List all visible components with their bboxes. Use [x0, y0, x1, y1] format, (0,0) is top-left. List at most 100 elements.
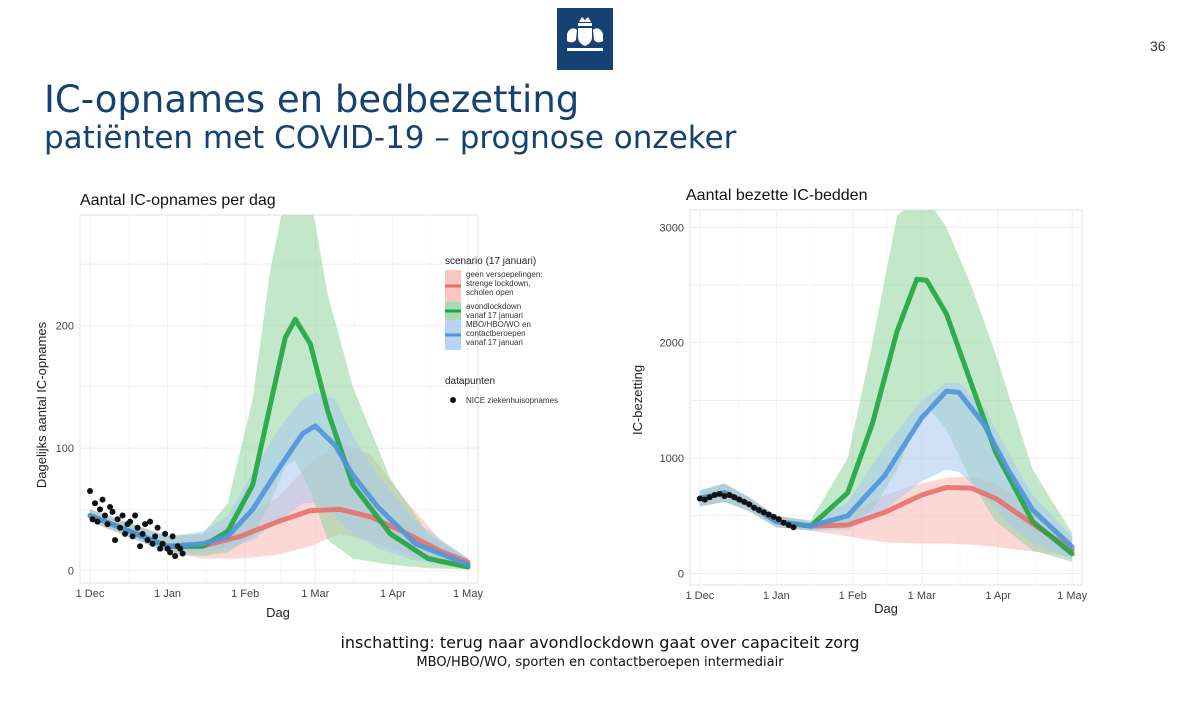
- legend-datapunten-title: datapunten: [445, 376, 495, 387]
- y-tick-label: 2000: [660, 338, 684, 350]
- chart-title: Aantal bezette IC-bedden: [686, 187, 867, 204]
- x-tick-label: 1 Mar: [908, 590, 936, 602]
- observed-point: [169, 533, 176, 540]
- observed-point: [139, 530, 146, 537]
- observed-point: [741, 498, 748, 505]
- observed-point: [790, 524, 797, 531]
- observed-point: [179, 550, 186, 557]
- observed-point: [104, 521, 111, 528]
- ic-admissions-chart: Aantal IC-opnames per dag Dagelijks aant…: [34, 192, 483, 620]
- observed-point: [711, 492, 718, 498]
- plot-layer: [87, 215, 471, 570]
- observed-point: [162, 530, 169, 537]
- observed-point: [785, 522, 792, 528]
- observed-point: [109, 508, 116, 515]
- observed-point: [760, 509, 767, 516]
- y-tick-label: 100: [56, 443, 74, 455]
- observed-point: [154, 524, 161, 531]
- x-tick-label: 1 Apr: [380, 588, 406, 600]
- observed-point: [696, 495, 703, 502]
- observed-point: [89, 516, 96, 523]
- legend-label: avondlockdown: [466, 302, 521, 311]
- observed-point: [142, 521, 149, 528]
- observed-point: [770, 513, 777, 520]
- observed-point: [157, 545, 164, 552]
- x-tick-label: 1 Dec: [76, 588, 105, 600]
- observed-point: [94, 518, 101, 525]
- x-tick-label: 1 Feb: [839, 590, 867, 602]
- legend-label: geen versoepelingen:: [466, 270, 543, 279]
- observed-point: [122, 530, 129, 537]
- legend-observed-label: NICE ziekenhuisopnames: [466, 396, 558, 405]
- plot-layer: [696, 210, 1075, 562]
- observed-point: [99, 496, 106, 503]
- x-tick-label: 1 Feb: [231, 588, 259, 600]
- observed-point: [726, 492, 733, 498]
- x-axis-label: Dag: [266, 605, 290, 620]
- observed-point: [177, 545, 184, 552]
- y-tick-label: 0: [68, 566, 74, 578]
- slide-title: IC-opnames en bedbezetting: [44, 78, 580, 121]
- x-tick-label: 1 Apr: [985, 590, 1011, 602]
- footnote-sub: MBO/HBO/WO, sporten en contactberoepen i…: [416, 655, 784, 670]
- observed-point: [736, 496, 743, 503]
- observed-point: [172, 553, 179, 560]
- observed-point: [701, 496, 708, 503]
- observed-point: [144, 537, 151, 544]
- chart-legend: scenario (17 januari) datapunten NICE zi…: [445, 256, 558, 405]
- observed-point: [137, 543, 144, 550]
- ic-bed-occupancy-chart: Aantal bezette IC-bedden IC-bezetting Da…: [630, 187, 1088, 616]
- y-tick-label: 200: [56, 320, 74, 332]
- y-tick-label: 0: [678, 568, 684, 580]
- x-tick-label: 1 May: [1057, 590, 1087, 602]
- observed-point: [102, 512, 109, 519]
- uncertainty-band: [699, 476, 1073, 557]
- observed-point: [152, 533, 159, 540]
- observed-point: [127, 518, 134, 525]
- observed-point: [119, 512, 126, 519]
- observed-point: [134, 524, 141, 531]
- observed-point: [149, 540, 156, 547]
- coat-of-arms-icon: [567, 17, 603, 51]
- x-tick-label: 1 Dec: [685, 590, 714, 602]
- x-tick-label: 1 May: [453, 588, 483, 600]
- page-number: 36: [1150, 38, 1166, 54]
- observed-point: [731, 494, 738, 501]
- observed-point: [117, 524, 124, 531]
- observed-point: [706, 494, 713, 501]
- uncertainty-band: [90, 392, 468, 569]
- observed-point: [756, 507, 763, 513]
- observed-point: [751, 504, 758, 511]
- legend-label: contactberoepen: [466, 329, 526, 338]
- observed-point: [167, 549, 174, 556]
- legend-scenario-title: scenario (17 januari): [445, 256, 536, 267]
- y-tick-label: 3000: [660, 222, 684, 234]
- legend-label: scholen open: [466, 288, 514, 297]
- observed-point: [107, 503, 114, 510]
- observed-point: [132, 512, 139, 519]
- observed-point: [129, 533, 136, 540]
- observed-point: [92, 500, 99, 507]
- chart-title: Aantal IC-opnames per dag: [80, 192, 276, 209]
- observed-point: [114, 516, 121, 523]
- observed-point: [765, 511, 772, 518]
- legend-label: MBO/HBO/WO en: [466, 320, 531, 329]
- observed-point: [746, 501, 753, 508]
- y-tick-label: 1000: [660, 453, 684, 465]
- government-logo: [557, 8, 613, 70]
- observed-point: [716, 490, 723, 497]
- legend-observed-marker: [450, 397, 456, 403]
- x-tick-label: 1 Jan: [763, 590, 790, 602]
- legend-label: vanaf 17 januari: [466, 338, 523, 347]
- legend-label: strenge lockdown,: [466, 279, 530, 288]
- observed-point: [775, 516, 782, 523]
- x-axis-label: Dag: [874, 601, 898, 616]
- observed-point: [112, 537, 119, 544]
- observed-point: [159, 540, 166, 547]
- observed-point: [721, 493, 728, 500]
- y-axis-label: IC-bezetting: [630, 365, 645, 435]
- x-tick-label: 1 Jan: [154, 588, 181, 600]
- footnote-main: inschatting: terug naar avondlockdown ga…: [340, 633, 860, 652]
- y-axis-label: Dagelijks aantal IC-opnames: [34, 321, 49, 488]
- x-tick-label: 1 Mar: [301, 588, 329, 600]
